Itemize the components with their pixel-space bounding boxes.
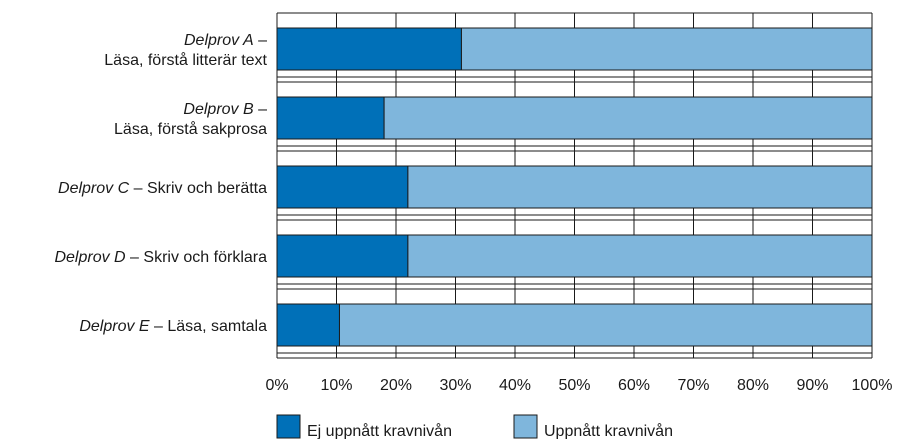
category-label: Delprov D – Skriv och förklara (54, 249, 267, 266)
category-label-line2: Läsa, förstå litterär text (104, 51, 267, 69)
x-tick-label: 80% (737, 377, 769, 394)
x-tick-label: 50% (558, 377, 590, 394)
legend-label: Ej uppnått kravnivån (307, 422, 452, 439)
x-axis-tick-labels: 0% 10% 20% 30% 40% 50% 60% 70% 80% 90% 100% (265, 377, 892, 394)
legend: Ej uppnått kravnivån Uppnått kravnivån (276, 414, 673, 439)
x-tick-label: 70% (677, 377, 709, 394)
bar-uppnatt (383, 96, 873, 140)
category-label-line2: Läsa, förstå sakprosa (114, 120, 267, 138)
x-tick-label: 20% (380, 377, 412, 394)
legend-label: Uppnått kravnivån (544, 422, 673, 439)
category-label: Delprov A – (184, 32, 267, 49)
bar-ej-uppnatt (276, 234, 409, 278)
category-labels: Delprov A – Läsa, förstå litterär text Del… (54, 32, 267, 335)
legend-swatch (276, 414, 301, 439)
bar-uppnatt (338, 303, 873, 347)
bar-ej-uppnatt (276, 165, 409, 209)
bar-uppnatt (460, 27, 873, 71)
bars (276, 27, 873, 347)
category-label: Delprov B – (183, 101, 267, 118)
x-tick-label: 60% (618, 377, 650, 394)
x-tick-label: 100% (852, 377, 893, 394)
x-tick-label: 30% (439, 377, 471, 394)
category-label: Delprov C – Skriv och berätta (58, 180, 267, 197)
legend-swatch (513, 414, 538, 439)
x-tick-label: 10% (320, 377, 352, 394)
x-tick-label: 90% (796, 377, 828, 394)
x-tick-label: 40% (499, 377, 531, 394)
bar-uppnatt (407, 165, 873, 209)
bar-ej-uppnatt (276, 27, 462, 71)
bar-uppnatt (407, 234, 873, 278)
bar-ej-uppnatt (276, 96, 385, 140)
category-label: Delprov E – Läsa, samtala (79, 318, 267, 335)
bar-ej-uppnatt (276, 303, 340, 347)
x-tick-label: 0% (265, 377, 288, 394)
